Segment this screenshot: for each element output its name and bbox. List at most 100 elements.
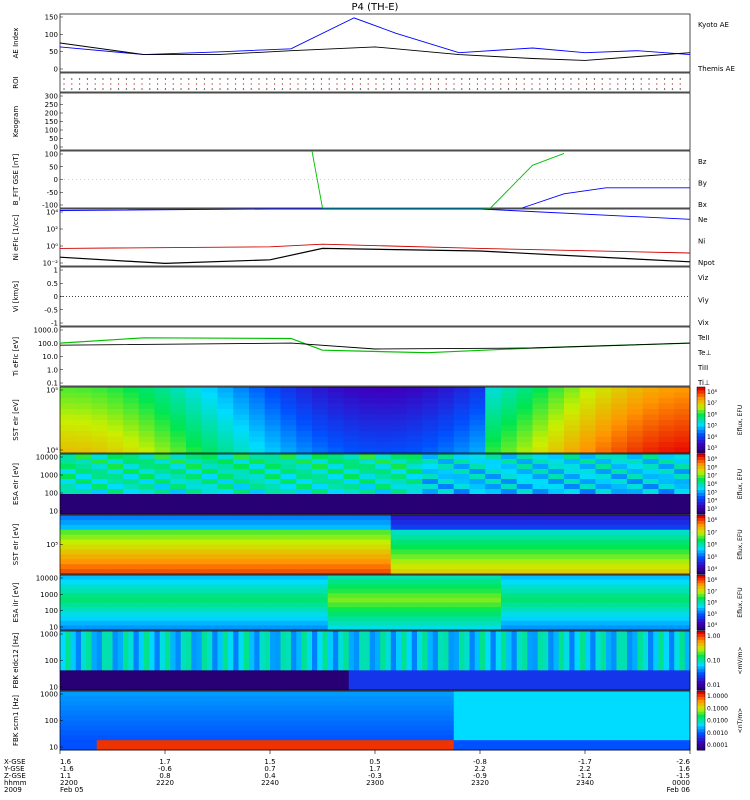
spectrogram-cell bbox=[243, 700, 250, 707]
spectrogram-cell bbox=[96, 665, 103, 671]
spectrogram-cell bbox=[401, 745, 407, 751]
spectrogram-cell bbox=[264, 593, 281, 599]
spectrogram-cell bbox=[275, 730, 281, 736]
spectrogram-cell bbox=[548, 575, 565, 581]
spectrogram-cell bbox=[532, 740, 539, 746]
spectrogram-cell bbox=[548, 569, 565, 575]
spectrogram-cell bbox=[406, 715, 413, 721]
spectrogram-cell bbox=[107, 607, 124, 613]
spectrogram-cell bbox=[669, 655, 675, 661]
spectrogram-cell bbox=[527, 745, 533, 751]
spectrogram-cell bbox=[595, 494, 612, 500]
colorbar-segment bbox=[697, 654, 705, 659]
spectrogram-cell bbox=[354, 650, 360, 657]
spectrogram-cell bbox=[264, 575, 281, 581]
spectrogram-cell bbox=[107, 735, 113, 741]
spectrogram-cell bbox=[196, 715, 203, 721]
spectrogram-cell bbox=[406, 645, 413, 652]
spectrogram-cell bbox=[107, 635, 113, 642]
spectrogram-cell bbox=[249, 474, 266, 480]
spectrogram-cell bbox=[243, 695, 250, 702]
spectrogram-cell bbox=[280, 469, 297, 475]
spectrogram-cell bbox=[611, 616, 628, 622]
spectrogram-cell bbox=[75, 740, 82, 746]
spectrogram-cell bbox=[532, 575, 549, 581]
spectrogram-cell bbox=[564, 403, 581, 410]
spectrogram-cell bbox=[264, 494, 281, 500]
colorbar-segment bbox=[697, 675, 705, 679]
spectrogram-cell bbox=[642, 414, 659, 421]
spectrogram-cell bbox=[170, 459, 187, 465]
spectrogram-cell bbox=[390, 607, 407, 613]
roi-dot bbox=[164, 83, 166, 85]
spectrogram-cell bbox=[123, 745, 129, 751]
spectrogram-cell bbox=[65, 631, 71, 637]
spectrogram-cell bbox=[674, 539, 691, 545]
spectrogram-cell bbox=[422, 715, 428, 721]
spectrogram-cell bbox=[501, 685, 507, 691]
spectrogram-cell bbox=[102, 720, 108, 726]
spectrogram-cell bbox=[212, 730, 218, 736]
colorbar-tick-label: 10⁴ bbox=[707, 622, 718, 629]
spectrogram-cell bbox=[453, 745, 460, 751]
spectrogram-cell bbox=[201, 584, 218, 590]
spectrogram-cell bbox=[333, 740, 339, 746]
spectrogram-cell bbox=[406, 631, 413, 637]
spectrogram-cell bbox=[485, 650, 491, 657]
spectrogram-cell bbox=[485, 730, 491, 736]
spectrogram-cell bbox=[170, 431, 187, 437]
spectrogram-cell bbox=[338, 675, 344, 681]
spectrogram-cell bbox=[443, 705, 449, 712]
spectrogram-cell bbox=[312, 588, 329, 594]
spectrogram-cell bbox=[611, 685, 617, 691]
spectrogram-cell bbox=[306, 645, 313, 652]
spectrogram-cell bbox=[312, 447, 329, 454]
spectrogram-cell bbox=[385, 650, 392, 657]
spectrogram-cell bbox=[123, 680, 129, 686]
spectrogram-cell bbox=[438, 588, 455, 594]
spectrogram-cell bbox=[417, 680, 423, 686]
spectrogram-cell bbox=[107, 725, 113, 731]
spectrogram-cell bbox=[453, 494, 470, 500]
spectrogram-cell bbox=[249, 650, 255, 657]
spectrogram-cell bbox=[359, 705, 365, 712]
spectrogram-cell bbox=[438, 691, 444, 697]
spectrogram-cell bbox=[81, 705, 87, 712]
colorbar-segment bbox=[697, 627, 705, 631]
spectrogram-cell bbox=[501, 695, 507, 702]
spectrogram-cell bbox=[375, 695, 381, 702]
spectrogram-cell bbox=[217, 409, 234, 415]
colorbar-segment bbox=[697, 562, 705, 566]
spectrogram-cell bbox=[375, 670, 381, 676]
spectrogram-cell bbox=[217, 494, 234, 500]
spectrogram-cell bbox=[401, 700, 407, 707]
spectrogram-cell bbox=[191, 675, 197, 681]
spectrogram-cell bbox=[312, 484, 329, 490]
spectrogram-cell bbox=[186, 584, 203, 590]
spectrogram-cell bbox=[280, 685, 287, 691]
roi-dot bbox=[414, 83, 416, 85]
spectrogram-cell bbox=[579, 519, 596, 526]
spectrogram-cell bbox=[438, 650, 444, 657]
spectrogram-cell bbox=[469, 655, 476, 661]
spectrogram-cell bbox=[422, 730, 428, 736]
spectrogram-cell bbox=[270, 650, 276, 657]
spectrogram-cell bbox=[191, 650, 197, 657]
spectrogram-cell bbox=[138, 588, 155, 594]
spectrogram-cell bbox=[317, 720, 323, 726]
spectrogram-cell bbox=[312, 454, 329, 460]
spectrogram-cell bbox=[217, 447, 234, 454]
spectrogram-cell bbox=[653, 675, 659, 681]
spectrogram-cell bbox=[422, 602, 439, 608]
spectrogram-cell bbox=[411, 631, 418, 637]
spectrogram-cell bbox=[579, 685, 586, 691]
spectrogram-cell bbox=[243, 691, 250, 697]
spectrogram-cell bbox=[322, 675, 329, 681]
spectrogram-cell bbox=[233, 554, 250, 560]
spectrogram-cell bbox=[296, 436, 313, 443]
roi-dot bbox=[632, 88, 635, 90]
spectrogram-cell bbox=[627, 409, 644, 415]
y-tick-label: 0 bbox=[54, 144, 58, 152]
spectrogram-cell bbox=[422, 645, 428, 652]
spectrogram-cell bbox=[217, 670, 224, 676]
